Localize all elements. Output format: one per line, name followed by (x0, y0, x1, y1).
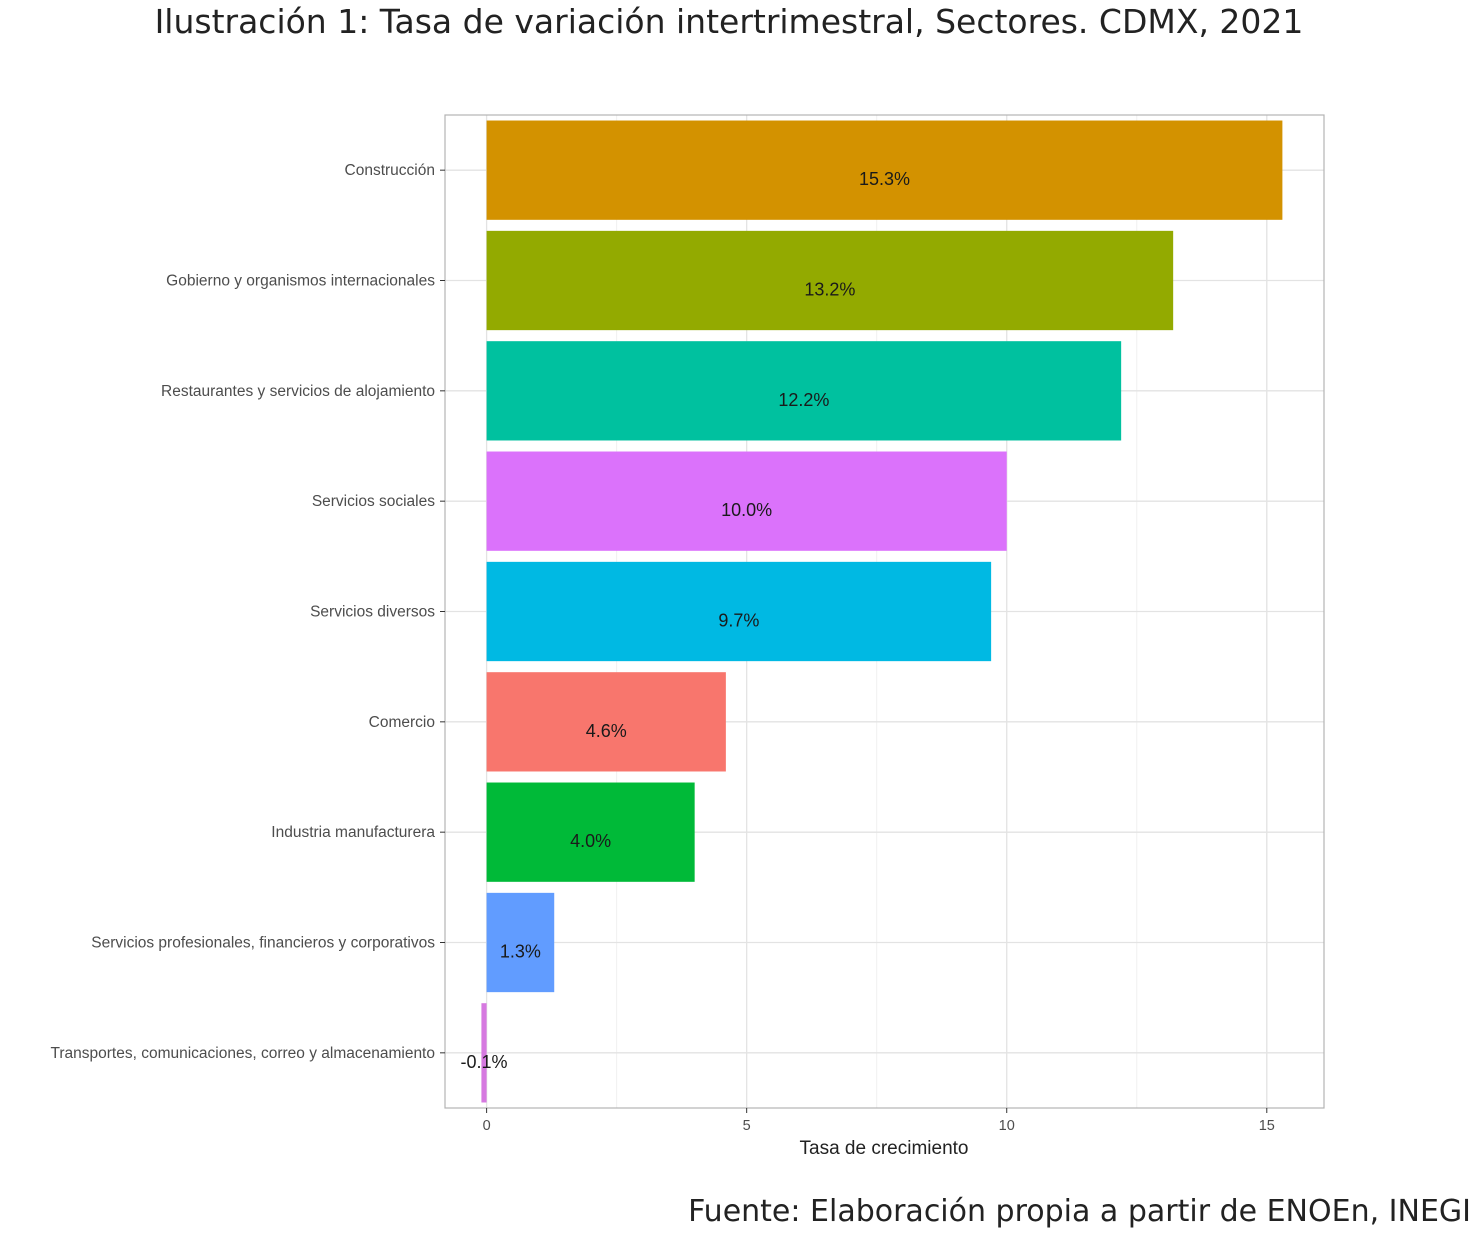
data-label: 10.0% (721, 500, 772, 520)
chart-title: Ilustración 1: Tasa de variación intertr… (154, 2, 1304, 41)
x-tick-label: 5 (743, 1118, 751, 1134)
source-note: Fuente: Elaboración propia a partir de E… (688, 1194, 1471, 1229)
bar (486, 561, 992, 662)
y-tick-label: Comercio (369, 714, 435, 731)
bar (486, 341, 1122, 441)
y-axis: Construcción Gobierno y organismos intern… (50, 162, 445, 1062)
data-label: 15.3% (859, 169, 910, 189)
data-label: 13.2% (804, 280, 855, 300)
data-label: 1.3% (500, 942, 541, 962)
bar (486, 892, 555, 993)
x-axis-title: Tasa de crecimiento (800, 1138, 969, 1159)
data-label: 9.7% (718, 611, 759, 631)
bar (486, 230, 1174, 331)
y-tick-label: Servicios diversos (310, 604, 435, 621)
x-tick-label: 0 (483, 1118, 491, 1134)
data-label: 4.6% (586, 721, 627, 741)
data-label: 4.0% (570, 831, 611, 851)
data-label: -0.1% (460, 1052, 507, 1072)
bar (486, 672, 726, 772)
x-axis: 0 5 10 15 (483, 1108, 1275, 1134)
y-tick-label: Industria manufacturera (271, 824, 435, 841)
data-labels: 15.3% 13.2% 12.2% 10.0% 9.7% 4.6% 4.0% 1.3% -0.1… (460, 169, 910, 1072)
y-tick-label: Construcción (345, 162, 435, 179)
bar (486, 120, 1283, 220)
x-tick-label: 10 (999, 1118, 1015, 1134)
bar (486, 451, 1007, 551)
x-tick-label: 15 (1259, 1118, 1275, 1134)
y-tick-label: Restaurantes y servicios de alojamiento (161, 383, 435, 400)
y-tick-label: Servicios sociales (312, 493, 435, 510)
y-tick-label: Gobierno y organismos internacionales (166, 273, 435, 290)
y-tick-label: Servicios profesionales, financieros y c… (91, 935, 435, 952)
data-label: 12.2% (778, 390, 829, 410)
bar (486, 782, 695, 882)
bar (481, 1003, 487, 1103)
y-tick-label: Transportes, comunicaciones, correo y al… (50, 1045, 435, 1062)
bars (481, 120, 1283, 1103)
